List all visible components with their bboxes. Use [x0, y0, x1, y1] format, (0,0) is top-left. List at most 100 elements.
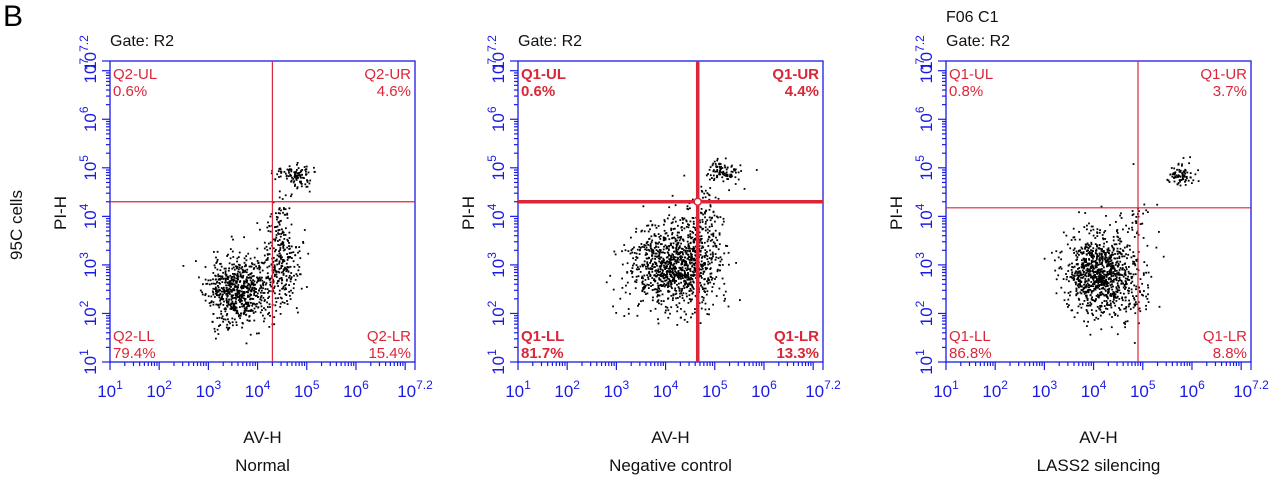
data-point — [1100, 254, 1103, 257]
data-point — [1093, 319, 1096, 321]
data-point — [644, 286, 646, 289]
data-point — [244, 280, 247, 283]
data-point — [691, 270, 694, 273]
data-point — [690, 283, 693, 286]
data-point — [653, 266, 655, 268]
data-point — [706, 219, 709, 222]
x-tick-label: 103 — [604, 378, 630, 401]
data-point — [670, 283, 673, 285]
data-point — [685, 247, 688, 249]
data-point — [644, 284, 647, 287]
data-point — [1124, 271, 1127, 274]
data-point — [1102, 270, 1105, 273]
data-point — [1116, 273, 1118, 276]
y-tick-label: 107 — [913, 58, 936, 84]
data-point — [700, 272, 702, 275]
data-point — [699, 226, 702, 229]
data-point — [657, 318, 659, 321]
data-point — [714, 229, 717, 232]
data-point — [1109, 224, 1111, 226]
data-point — [700, 275, 702, 277]
data-point — [664, 268, 666, 270]
data-point — [718, 243, 721, 246]
x-tick-base: 10 — [805, 382, 824, 401]
data-point — [712, 303, 714, 306]
data-point — [1083, 266, 1086, 269]
data-point — [281, 259, 284, 261]
data-point — [1087, 249, 1089, 252]
data-point — [672, 297, 674, 299]
data-point — [673, 216, 676, 219]
data-point — [253, 280, 256, 283]
data-point — [1112, 278, 1115, 281]
data-point — [711, 233, 714, 236]
data-point — [702, 296, 705, 299]
data-point — [623, 244, 626, 246]
data-point — [687, 264, 689, 267]
data-point — [1090, 290, 1093, 293]
data-point — [650, 285, 652, 287]
data-point — [243, 304, 245, 306]
data-point — [1077, 278, 1080, 281]
data-point — [267, 221, 269, 224]
data-point — [686, 283, 689, 286]
data-point — [286, 246, 289, 249]
data-point — [214, 287, 217, 290]
data-point — [649, 220, 652, 222]
x-tick-base: 10 — [702, 382, 721, 401]
data-point — [1098, 253, 1101, 256]
data-point — [276, 263, 279, 266]
data-point — [290, 276, 293, 279]
data-point — [679, 268, 682, 271]
data-point — [242, 297, 245, 300]
data-point — [222, 298, 225, 300]
data-point — [236, 309, 239, 312]
data-point — [230, 294, 233, 297]
data-point — [1147, 271, 1150, 274]
data-point — [211, 290, 214, 293]
data-point — [1109, 254, 1112, 257]
data-point — [658, 255, 660, 258]
data-point — [1104, 256, 1107, 259]
data-point — [220, 290, 223, 293]
x-tick-exponent: 3 — [623, 378, 630, 392]
data-point — [1128, 299, 1130, 302]
data-point — [279, 247, 282, 249]
data-point — [1119, 252, 1122, 255]
data-point — [1143, 261, 1146, 263]
data-point — [649, 310, 652, 312]
data-point — [690, 276, 692, 279]
data-point — [733, 168, 735, 170]
data-point — [699, 250, 702, 253]
data-point — [266, 288, 269, 291]
x-tick-exponent: 6 — [770, 378, 777, 392]
data-point — [687, 249, 689, 252]
data-point — [241, 268, 244, 271]
y-tick-base: 10 — [489, 210, 508, 229]
data-point — [1103, 273, 1105, 276]
data-point — [1137, 251, 1140, 253]
data-point — [249, 286, 252, 288]
data-point — [258, 332, 260, 335]
data-point — [278, 233, 280, 235]
data-point — [626, 281, 629, 284]
data-point — [660, 285, 663, 287]
x-tick-label: 104 — [653, 378, 679, 401]
data-point — [288, 274, 291, 277]
y-tick-base: 10 — [489, 259, 508, 278]
data-point — [1093, 300, 1096, 303]
data-point — [631, 267, 634, 269]
data-point — [1081, 247, 1084, 250]
data-point — [663, 239, 666, 241]
data-point — [716, 215, 718, 218]
data-point — [683, 287, 686, 289]
data-point — [297, 311, 299, 314]
data-point — [676, 260, 678, 263]
data-point — [280, 277, 283, 279]
data-point — [251, 286, 254, 289]
data-point — [643, 244, 646, 246]
data-point — [707, 263, 710, 266]
data-point — [274, 259, 277, 262]
data-point — [673, 256, 675, 258]
data-point — [1125, 286, 1127, 289]
